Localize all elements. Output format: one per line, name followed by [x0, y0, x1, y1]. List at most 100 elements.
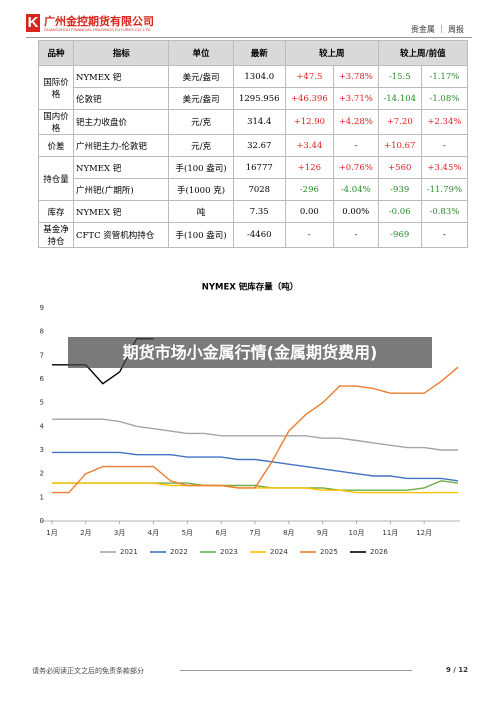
table-cell: 吨: [168, 200, 234, 223]
legend-label: 2026: [370, 548, 388, 556]
table-cell: -15.5: [377, 65, 422, 88]
legend-label: 2025: [320, 548, 338, 556]
table-row: 伦敦钯 美元/盎司 1295.956 +46.396 +3.71% -14.104 -1.0…: [39, 87, 469, 110]
table-cell: 1295.956: [232, 87, 286, 110]
table-row: 持仓量 NYMEX 钯手(100 盎司) 16777 +126 +0.76% +560 +3…: [38, 156, 469, 201]
table-cell: +7.20: [377, 109, 422, 135]
x-tick-label: 3月: [114, 529, 125, 537]
table-cell: 元/克: [168, 109, 234, 135]
table-cell: +4.28%: [332, 109, 379, 135]
table-cell: -4460: [232, 222, 286, 248]
company-name: 广州金控期货有限公司: [44, 15, 154, 28]
table-cell: +12.90: [284, 109, 334, 135]
table-cell: +46.396: [284, 87, 334, 110]
y-tick-label: 4: [40, 422, 45, 430]
group-cell: 价差: [38, 134, 74, 157]
y-tick-label: 2: [40, 470, 44, 478]
table-cell: 元/克: [168, 134, 234, 157]
table-cell: -0.83%: [420, 200, 469, 223]
header-cell: 较上周/前值: [377, 40, 469, 66]
table-cell: NYMEX 钯: [72, 156, 170, 179]
x-tick-label: 9月: [317, 529, 328, 537]
table-cell: +47.5: [284, 65, 334, 88]
table-cell: 16777: [232, 156, 286, 179]
page-number: 9 / 12: [446, 666, 469, 674]
y-tick-label: 8: [40, 328, 44, 336]
chart-title: NYMEX 钯库存量（吨）: [202, 282, 299, 293]
table-row: 广州钯(广期所) 手(1000 克) 7028 -296 -4.04% -939 -11.7…: [39, 178, 469, 201]
y-tick-label: 5: [40, 399, 44, 407]
series-line: [52, 366, 459, 494]
table-cell: +3.44: [284, 134, 334, 157]
table-cell: 钯主力收盘价: [72, 109, 170, 135]
group-cell: 持仓量: [38, 156, 74, 201]
disclaimer: 请务必阅读正文之后的免责条款部分: [32, 667, 144, 675]
y-tick-label: 9: [40, 304, 44, 312]
table-cell: +560: [377, 156, 422, 179]
x-tick-label: 4月: [148, 529, 159, 537]
table-cell: -: [332, 134, 379, 157]
report-section: 贵金属 ｜ 周报: [410, 25, 464, 34]
table-cell: 美元/盎司: [168, 87, 234, 110]
series-line: [52, 418, 458, 451]
chart: NYMEX 钯库存量（吨） 0 1 2 3 4 5 6 7 8 9 1月 2月 3月 4月 5月 6月 7月 8月…: [40, 282, 460, 556]
y-tick-label: 7: [40, 351, 44, 359]
data-table: 品种 指标 单位 最新 较上周 较上周/前值 国际价格 NYMEX 钯美元/盎司 1304.0 +…: [38, 40, 469, 248]
group-cell: 基金净持仓: [38, 222, 74, 248]
x-tick-label: 6月: [215, 529, 226, 537]
table-cell: -296: [284, 178, 334, 201]
legend-label: 2024: [270, 548, 288, 556]
series-line: [52, 480, 459, 491]
header-cell: 较上周: [284, 40, 379, 66]
group-cell: 国内价格: [38, 109, 74, 135]
table-cell: CFTC 资管机构持仓: [72, 222, 170, 248]
table-cell: -: [284, 222, 334, 248]
table-cell: 伦敦钯: [72, 87, 170, 110]
table-cell: NYMEX 钯: [72, 200, 170, 223]
table-cell: +3.78%: [332, 65, 379, 88]
table-cell: 1304.0: [232, 65, 286, 88]
table-cell: 0.00%: [332, 200, 379, 223]
table-cell: -969: [377, 222, 422, 248]
table-cell: -939: [377, 178, 422, 201]
legend-label: 2023: [220, 548, 238, 556]
table-cell: -: [332, 222, 379, 248]
x-tick-label: 7月: [249, 529, 260, 537]
company-name-en: GUANGZHOU FINANCIAL HOLDINGS FUTURES CO.…: [44, 27, 151, 32]
table-cell: +10.67: [377, 134, 422, 157]
table-cell: 广州钯主力-伦敦钯: [72, 134, 170, 157]
header-cell: 单位: [168, 40, 234, 66]
table-cell: NYMEX 钯: [72, 65, 170, 88]
table-cell: -0.06: [377, 200, 422, 223]
x-tick-label: 12月: [416, 529, 432, 537]
table-row: 国内价格 钯主力收盘价 元/克 314.4 +12.90 +4.28% +7.20 +2.34…: [38, 109, 469, 135]
header-rule: [26, 37, 472, 38]
table-cell: +3.45%: [420, 156, 469, 179]
table-cell: 广州钯(广期所): [72, 178, 170, 201]
table-cell: 手(100 盎司): [168, 156, 234, 179]
series-line: [52, 451, 459, 482]
table-cell: -: [420, 134, 469, 157]
x-tick-label: 5月: [182, 529, 193, 537]
logo: K: [26, 14, 40, 32]
table-cell: +2.34%: [420, 109, 469, 135]
table-row: 库存 NYMEX 钯吨 7.35 0.00 0.00% -0.06 -0.83%: [38, 200, 469, 223]
group-cell: 库存: [38, 200, 74, 223]
table-row: 价差 广州钯主力-伦敦钯 元/克 32.67 +3.44- +10.67-: [38, 134, 469, 157]
header-cell: 指标: [72, 40, 170, 66]
table-row: 基金净持仓 CFTC 资管机构持仓 手(100 盎司) -4460- - -969-: [38, 222, 469, 248]
y-tick-label: 3: [40, 446, 44, 454]
footer-rule: [180, 670, 412, 671]
x-tick-label: 11月: [382, 529, 398, 537]
table-cell: 手(1000 克): [168, 178, 234, 201]
legend-label: 2022: [170, 548, 188, 556]
x-tick-label: 10月: [349, 529, 365, 537]
x-tick-label: 8月: [283, 529, 294, 537]
y-tick-label: 0: [40, 517, 44, 525]
table-cell: +3.71%: [332, 87, 379, 110]
x-tick-label: 2月: [80, 529, 91, 537]
table-cell: 314.4: [232, 109, 286, 135]
table-cell: 7028: [232, 178, 286, 201]
table-cell: -4.04%: [332, 178, 379, 201]
